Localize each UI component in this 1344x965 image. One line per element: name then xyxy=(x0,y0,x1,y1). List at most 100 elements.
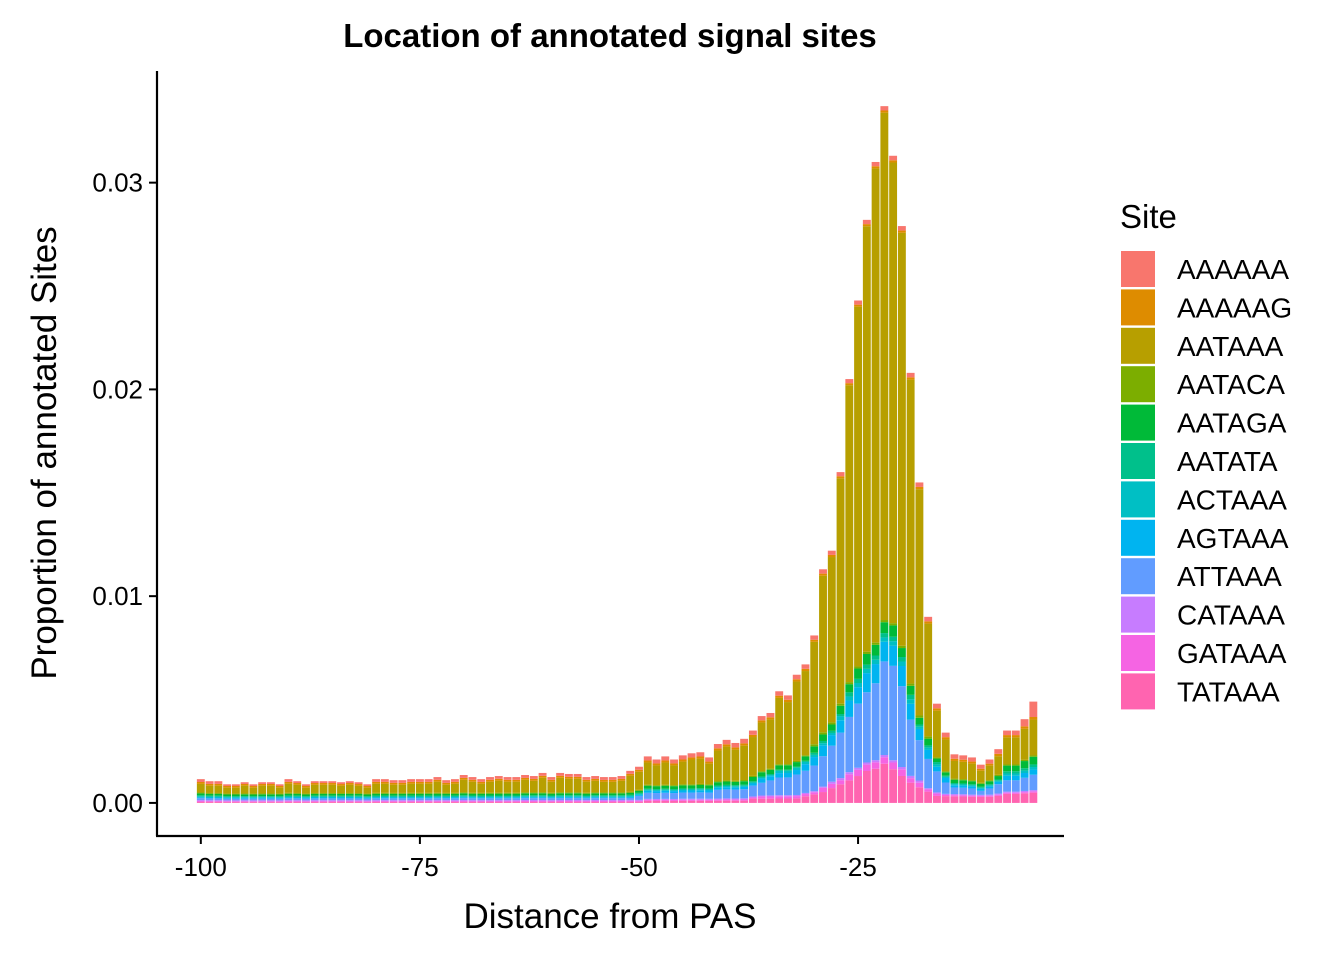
bar-segment xyxy=(284,779,293,782)
bar-segment xyxy=(424,783,433,793)
bar-segment xyxy=(696,783,705,785)
bar-stack xyxy=(836,472,845,803)
bar-segment xyxy=(328,802,337,803)
bar-segment xyxy=(696,798,705,800)
bar-segment xyxy=(670,793,678,799)
bar-stack xyxy=(757,716,766,803)
bar-segment xyxy=(258,797,267,799)
bar-segment xyxy=(1029,767,1038,770)
bar-segment xyxy=(477,802,486,803)
bar-segment xyxy=(424,779,433,782)
bar-segment xyxy=(582,777,591,780)
y-axis-label: Proportion of annotated Sites xyxy=(25,226,64,679)
bar-segment xyxy=(591,793,600,796)
bar-segment xyxy=(205,793,214,796)
bar-segment xyxy=(670,786,678,790)
bar-segment xyxy=(871,161,880,167)
bar-segment xyxy=(459,793,468,796)
bar-segment xyxy=(231,797,240,799)
bar-segment xyxy=(792,679,801,682)
bar-segment xyxy=(380,793,389,796)
bar-segment xyxy=(214,797,223,799)
bar-segment xyxy=(249,786,258,788)
bar-segment xyxy=(959,784,968,786)
bar-segment xyxy=(512,796,521,798)
bar-segment xyxy=(337,784,345,786)
legend-item: AATAGA xyxy=(1121,404,1287,441)
bar-segment xyxy=(398,797,407,799)
bar-segment xyxy=(328,783,337,785)
bar-segment xyxy=(687,757,696,760)
bar-segment xyxy=(337,796,345,798)
bar-segment xyxy=(319,793,328,796)
bar-segment xyxy=(661,756,670,761)
bar-segment xyxy=(451,802,459,803)
bar-segment xyxy=(897,666,906,687)
x-axis-label: Distance from PAS xyxy=(463,897,756,936)
bar-segment xyxy=(477,796,486,798)
bar-segment xyxy=(433,793,442,796)
bar-segment xyxy=(784,795,792,797)
bar-segment xyxy=(976,796,985,803)
bar-segment xyxy=(740,745,749,781)
bar-segment xyxy=(792,681,801,761)
bar-segment xyxy=(591,776,600,779)
legend-label: GATAAA xyxy=(1177,638,1287,669)
bar-segment xyxy=(529,797,538,799)
bar-segment xyxy=(275,793,284,795)
bar-segment xyxy=(521,779,529,793)
bar-segment xyxy=(941,737,950,740)
bar-segment xyxy=(1029,774,1038,791)
bar-stack xyxy=(705,757,714,803)
bar-segment xyxy=(433,802,442,803)
bar-segment xyxy=(608,777,617,780)
bar-segment xyxy=(959,779,968,781)
bar-segment xyxy=(740,786,749,790)
bar-segment xyxy=(293,784,302,793)
bar-segment xyxy=(854,300,863,305)
bar-segment xyxy=(932,764,941,767)
bar-segment xyxy=(880,633,889,638)
bar-segment xyxy=(845,700,854,717)
bar-segment xyxy=(223,796,232,797)
bar-segment xyxy=(389,795,398,797)
bar-segment xyxy=(591,798,600,801)
bar-segment xyxy=(486,779,494,782)
bar-segment xyxy=(652,793,661,799)
bar-segment xyxy=(740,798,749,800)
bar-segment xyxy=(731,800,740,803)
bar-segment xyxy=(731,780,740,782)
bar-segment xyxy=(573,773,582,777)
bar-segment xyxy=(784,777,792,796)
bar-segment xyxy=(486,792,494,794)
bar-segment xyxy=(556,792,565,794)
bar-segment xyxy=(538,797,547,799)
bar-segment xyxy=(258,796,267,797)
bar-segment xyxy=(617,796,626,798)
bar-segment xyxy=(643,798,652,800)
bar-segment xyxy=(854,668,863,679)
bar-segment xyxy=(337,800,345,802)
bar-segment xyxy=(433,801,442,802)
bar-segment xyxy=(196,779,205,782)
bar-segment xyxy=(924,621,933,624)
bar-segment xyxy=(302,797,310,799)
bar-stack xyxy=(617,776,626,803)
bar-segment xyxy=(713,748,722,751)
bar-segment xyxy=(705,788,714,790)
bar-segment xyxy=(547,796,556,798)
bar-segment xyxy=(819,734,827,741)
bar-segment xyxy=(985,763,994,766)
bar-segment xyxy=(547,793,556,796)
bar-segment xyxy=(871,768,880,803)
bar-segment xyxy=(617,778,626,781)
bar-segment xyxy=(722,784,731,787)
bar-segment xyxy=(906,694,915,700)
bar-segment xyxy=(626,796,635,798)
bar-segment xyxy=(372,796,381,798)
bar-segment xyxy=(705,761,714,764)
bar-segment xyxy=(582,802,591,803)
bar-segment xyxy=(442,792,451,794)
bar-segment xyxy=(345,798,354,801)
bar-segment xyxy=(354,797,363,799)
